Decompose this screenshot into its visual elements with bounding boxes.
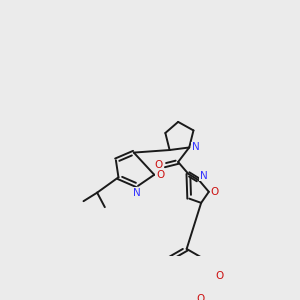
Text: O: O bbox=[215, 271, 223, 281]
Text: O: O bbox=[154, 160, 163, 170]
Text: N: N bbox=[192, 142, 200, 152]
Text: O: O bbox=[196, 294, 204, 300]
Text: N: N bbox=[200, 171, 208, 181]
Text: O: O bbox=[211, 187, 219, 197]
Text: O: O bbox=[156, 170, 164, 180]
Text: N: N bbox=[133, 188, 141, 198]
